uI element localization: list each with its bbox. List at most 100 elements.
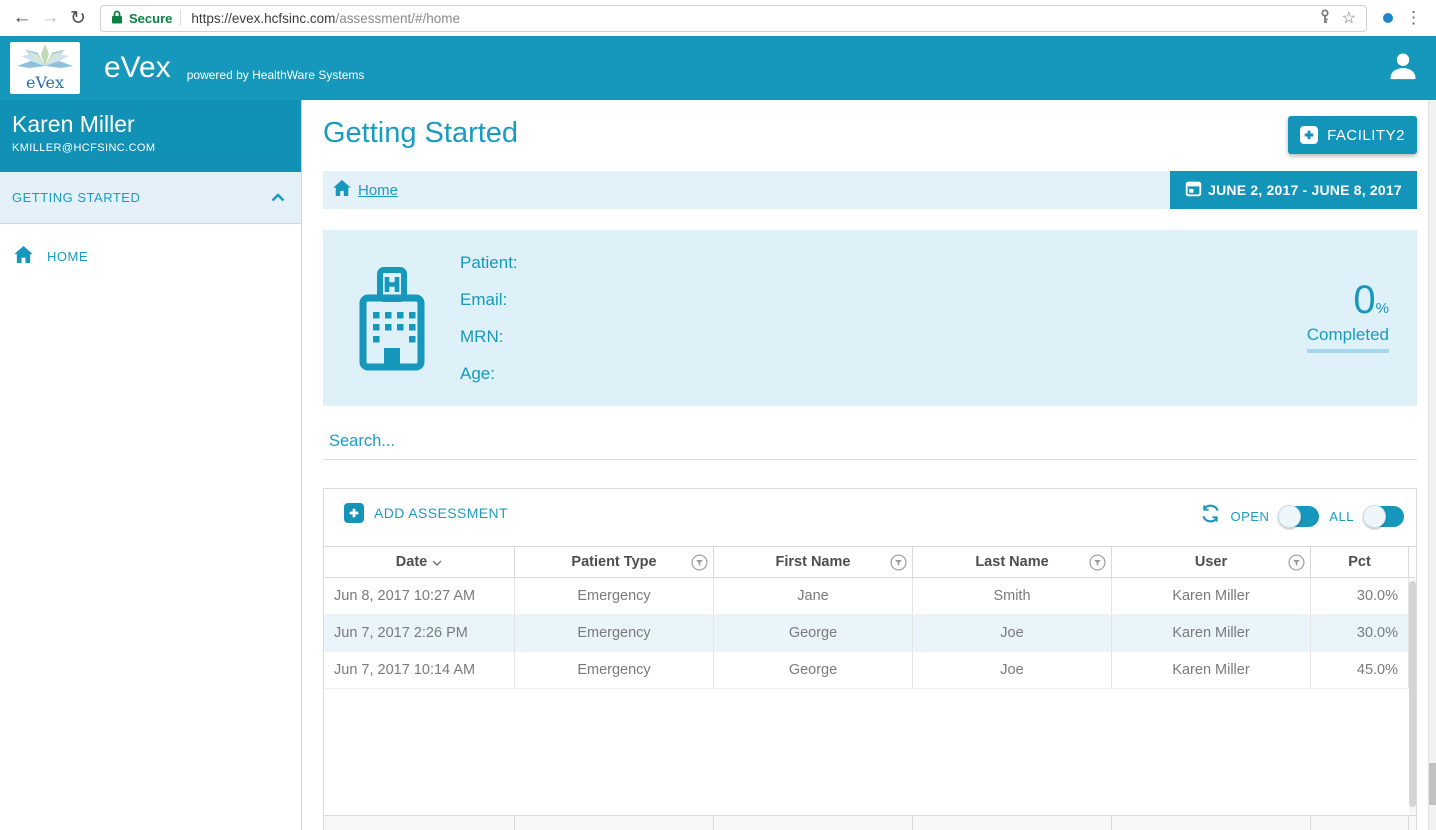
patient-label: Patient: bbox=[460, 252, 518, 272]
sidebar-section-getting-started[interactable]: GETTING STARTED bbox=[0, 172, 301, 224]
sidebar-item-label: HOME bbox=[47, 248, 88, 264]
date-range-label: JUNE 2, 2017 - JUNE 8, 2017 bbox=[1208, 182, 1402, 198]
app-header: eVex eVex powered by HealthWare Systems bbox=[0, 36, 1436, 100]
percent-complete-value: 0% bbox=[1353, 278, 1389, 322]
add-assessment-label: ADD ASSESSMENT bbox=[374, 505, 508, 521]
sidebar: Karen Miller KMILLER@HCFSINC.COM GETTING… bbox=[0, 100, 302, 830]
home-icon bbox=[333, 180, 351, 200]
evex-logo: eVex bbox=[10, 42, 80, 94]
page-title: Getting Started bbox=[323, 117, 519, 149]
cell-patient-type: Emergency bbox=[515, 652, 714, 688]
powered-by-label: powered by HealthWare Systems bbox=[186, 68, 365, 82]
bookmark-star-icon[interactable]: ☆ bbox=[1341, 10, 1356, 27]
mrn-label: MRN: bbox=[460, 326, 504, 346]
grid-scrollbar[interactable] bbox=[1409, 579, 1416, 816]
hospital-icon bbox=[358, 266, 426, 377]
assessments-grid: ADD ASSESSMENT OPEN ALL Date bbox=[323, 488, 1417, 830]
facility-plus-icon bbox=[1300, 126, 1319, 144]
col-header-last-name[interactable]: Last Name bbox=[913, 547, 1112, 577]
refresh-icon[interactable] bbox=[1200, 503, 1221, 529]
cell-last-name: Joe bbox=[913, 652, 1112, 688]
cell-patient-type: Emergency bbox=[515, 615, 714, 651]
user-profile-icon[interactable] bbox=[1386, 49, 1420, 88]
key-icon[interactable] bbox=[1318, 8, 1332, 28]
grid-footer-row bbox=[324, 815, 1416, 830]
grid-toolbar: ADD ASSESSMENT OPEN ALL bbox=[324, 489, 1416, 546]
filter-icon[interactable] bbox=[890, 554, 907, 575]
col-header-date[interactable]: Date bbox=[324, 547, 515, 577]
app-name: eVex bbox=[104, 51, 171, 84]
open-toggle-knob[interactable] bbox=[1278, 504, 1302, 528]
cell-user: Karen Miller bbox=[1112, 615, 1311, 651]
sidebar-user-box: Karen Miller KMILLER@HCFSINC.COM bbox=[0, 100, 301, 172]
all-toggle-knob[interactable] bbox=[1363, 504, 1386, 528]
filter-icon[interactable] bbox=[1089, 554, 1106, 575]
facility-button[interactable]: FACILITY2 bbox=[1288, 116, 1417, 154]
grid-footer-cell bbox=[1112, 816, 1311, 830]
open-toggle[interactable] bbox=[1278, 504, 1320, 528]
url-path: /assessment/#/home bbox=[335, 10, 460, 26]
completed-link[interactable]: Completed bbox=[1306, 325, 1389, 353]
page-scrollbar[interactable] bbox=[1428, 100, 1436, 830]
cell-patient-type: Emergency bbox=[515, 578, 714, 614]
date-range-button[interactable]: JUNE 2, 2017 - JUNE 8, 2017 bbox=[1170, 171, 1417, 209]
cell-last-name: Smith bbox=[913, 578, 1112, 614]
grid-footer-cell bbox=[714, 816, 913, 830]
col-header-patient-type[interactable]: Patient Type bbox=[515, 547, 714, 577]
table-row[interactable]: Jun 8, 2017 10:27 AM Emergency Jane Smit… bbox=[324, 578, 1416, 615]
col-header-first-name[interactable]: First Name bbox=[714, 547, 913, 577]
cell-pct: 30.0% bbox=[1311, 578, 1409, 614]
cell-user: Karen Miller bbox=[1112, 652, 1311, 688]
cell-first-name: George bbox=[714, 652, 913, 688]
calendar-icon bbox=[1185, 180, 1202, 200]
user-email: KMILLER@HCFSINC.COM bbox=[12, 142, 156, 154]
page-scrollbar-thumb[interactable] bbox=[1429, 763, 1436, 805]
cell-date: Jun 8, 2017 10:27 AM bbox=[324, 578, 515, 614]
chevron-up-icon[interactable] bbox=[271, 190, 285, 205]
browser-menu-icon[interactable]: ⋮ bbox=[1405, 8, 1422, 27]
sidebar-item-home[interactable]: HOME bbox=[0, 234, 301, 278]
cell-date: Jun 7, 2017 10:14 AM bbox=[324, 652, 515, 688]
open-toggle-label: OPEN bbox=[1230, 508, 1270, 524]
padlock-icon bbox=[111, 9, 123, 28]
col-header-pct[interactable]: Pct bbox=[1311, 547, 1409, 577]
grid-footer-cell bbox=[515, 816, 714, 830]
breadcrumb-home-label: Home bbox=[358, 181, 399, 199]
main-content: Getting Started FACILITY2 Home JUNE 2, 2… bbox=[303, 100, 1428, 830]
reload-icon[interactable]: ↻ bbox=[70, 7, 86, 29]
add-plus-icon bbox=[344, 503, 364, 523]
patient-summary-panel: Patient: Email: MRN: Age: 0% Completed bbox=[323, 230, 1417, 406]
grid-footer-cell bbox=[913, 816, 1112, 830]
cell-last-name: Joe bbox=[913, 615, 1112, 651]
facility-button-label: FACILITY2 bbox=[1327, 126, 1405, 144]
breadcrumb-home-link[interactable]: Home bbox=[333, 180, 398, 200]
table-row[interactable]: Jun 7, 2017 2:26 PM Emergency George Joe… bbox=[324, 615, 1416, 652]
user-name: Karen Miller bbox=[12, 111, 135, 137]
secure-label: Secure bbox=[129, 10, 173, 26]
age-label: Age: bbox=[460, 363, 495, 383]
grid-header-row: Date Patient Type First Name bbox=[324, 546, 1416, 578]
grid-footer-cell bbox=[1311, 816, 1409, 830]
address-bar[interactable]: Secure https://evex.hcfsinc.com /assessm… bbox=[100, 4, 1367, 32]
browser-toolbar: ← → ↻ Secure https://evex.hcfsinc.com /a… bbox=[0, 0, 1436, 36]
url-domain: https://evex.hcfsinc.com bbox=[191, 10, 336, 26]
col-header-user[interactable]: User bbox=[1112, 547, 1311, 577]
cell-pct: 30.0% bbox=[1311, 615, 1409, 651]
back-icon[interactable]: ← bbox=[12, 7, 32, 28]
home-icon bbox=[14, 246, 33, 266]
all-toggle-label: ALL bbox=[1329, 508, 1354, 524]
add-assessment-button[interactable]: ADD ASSESSMENT bbox=[344, 503, 508, 523]
browser-profile-icon[interactable] bbox=[1383, 13, 1393, 23]
filter-icon[interactable] bbox=[1288, 554, 1305, 575]
table-row[interactable]: Jun 7, 2017 10:14 AM Emergency George Jo… bbox=[324, 652, 1416, 689]
grid-scrollbar-thumb[interactable] bbox=[1409, 581, 1416, 807]
cell-pct: 45.0% bbox=[1311, 652, 1409, 688]
forward-icon: → bbox=[40, 7, 60, 28]
search-input[interactable] bbox=[323, 428, 1417, 460]
filter-icon[interactable] bbox=[691, 554, 708, 575]
cell-first-name: Jane bbox=[714, 578, 913, 614]
all-toggle[interactable] bbox=[1363, 504, 1404, 528]
grid-footer-cell bbox=[324, 816, 515, 830]
cell-first-name: George bbox=[714, 615, 913, 651]
